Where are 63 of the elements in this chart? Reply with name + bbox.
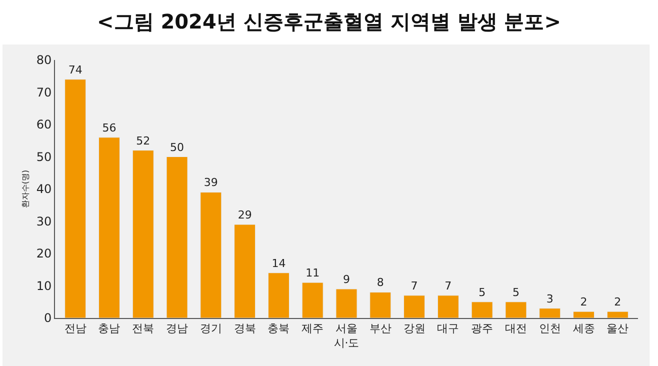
bar xyxy=(336,288,358,318)
bar xyxy=(132,150,154,318)
x-tick-label: 충북 xyxy=(268,322,290,336)
x-tick-label: 강원 xyxy=(403,322,426,336)
data-label: 8 xyxy=(376,276,384,290)
y-tick-label: 70 xyxy=(36,85,52,100)
chart-title: <그림 2024년 신증후군출혈열 지역별 발생 분포> xyxy=(97,10,561,34)
y-tick-label: 40 xyxy=(36,182,52,196)
x-tick-label: 서울 xyxy=(336,322,358,336)
bar xyxy=(234,224,256,318)
bar xyxy=(404,295,426,318)
x-tick-label: 울산 xyxy=(606,322,629,336)
data-label: 56 xyxy=(102,121,116,134)
bar xyxy=(200,192,222,318)
bar xyxy=(302,282,324,318)
x-tick-label: 경남 xyxy=(166,322,188,336)
data-label: 14 xyxy=(272,256,286,270)
x-tick-label: 제주 xyxy=(302,322,324,336)
bar xyxy=(64,79,86,318)
data-label: 74 xyxy=(68,63,82,76)
data-label: 50 xyxy=(170,140,184,154)
data-label: 52 xyxy=(136,134,150,148)
data-label: 7 xyxy=(444,279,452,292)
data-label: 3 xyxy=(546,292,554,306)
x-tick-label: 인천 xyxy=(538,322,561,336)
x-tick-label: 광주 xyxy=(471,322,494,336)
bar xyxy=(370,292,392,318)
x-tick-label: 전남 xyxy=(64,322,86,336)
data-label: 39 xyxy=(204,176,218,190)
y-tick-label: 10 xyxy=(36,278,52,293)
x-axis-title: 시·도 xyxy=(334,336,360,350)
x-tick-label: 경북 xyxy=(234,322,256,336)
y-tick-label: 20 xyxy=(36,246,52,261)
y-tick-label: 60 xyxy=(36,118,52,132)
bar xyxy=(573,311,595,318)
bar xyxy=(98,137,120,318)
x-tick-label: 세종 xyxy=(572,322,595,336)
data-label: 11 xyxy=(306,266,320,280)
x-tick-label: 부산 xyxy=(369,322,392,336)
bar xyxy=(539,308,561,318)
data-label: 5 xyxy=(478,286,486,299)
x-tick-label: 경기 xyxy=(200,322,222,336)
y-tick-label: 80 xyxy=(36,53,52,68)
x-tick-label: 대구 xyxy=(437,322,460,336)
bar xyxy=(268,272,290,318)
bar xyxy=(606,311,628,318)
y-tick-label: 0 xyxy=(44,311,52,326)
bar xyxy=(471,302,493,318)
y-axis-title: 환자수(명) xyxy=(21,170,30,208)
x-tick-label: 충남 xyxy=(98,322,120,336)
data-label: 29 xyxy=(238,208,252,222)
x-tick-label: 대전 xyxy=(504,322,527,336)
bar xyxy=(166,156,188,318)
data-label: 7 xyxy=(410,279,418,292)
x-tick-label: 전북 xyxy=(132,322,154,336)
data-label: 2 xyxy=(580,296,588,309)
data-label: 9 xyxy=(343,272,350,286)
data-label: 2 xyxy=(614,296,622,309)
bar xyxy=(437,295,459,318)
data-label: 5 xyxy=(512,286,520,299)
y-tick-label: 50 xyxy=(36,150,52,164)
y-tick-label: 30 xyxy=(36,214,52,228)
bar xyxy=(505,302,527,318)
